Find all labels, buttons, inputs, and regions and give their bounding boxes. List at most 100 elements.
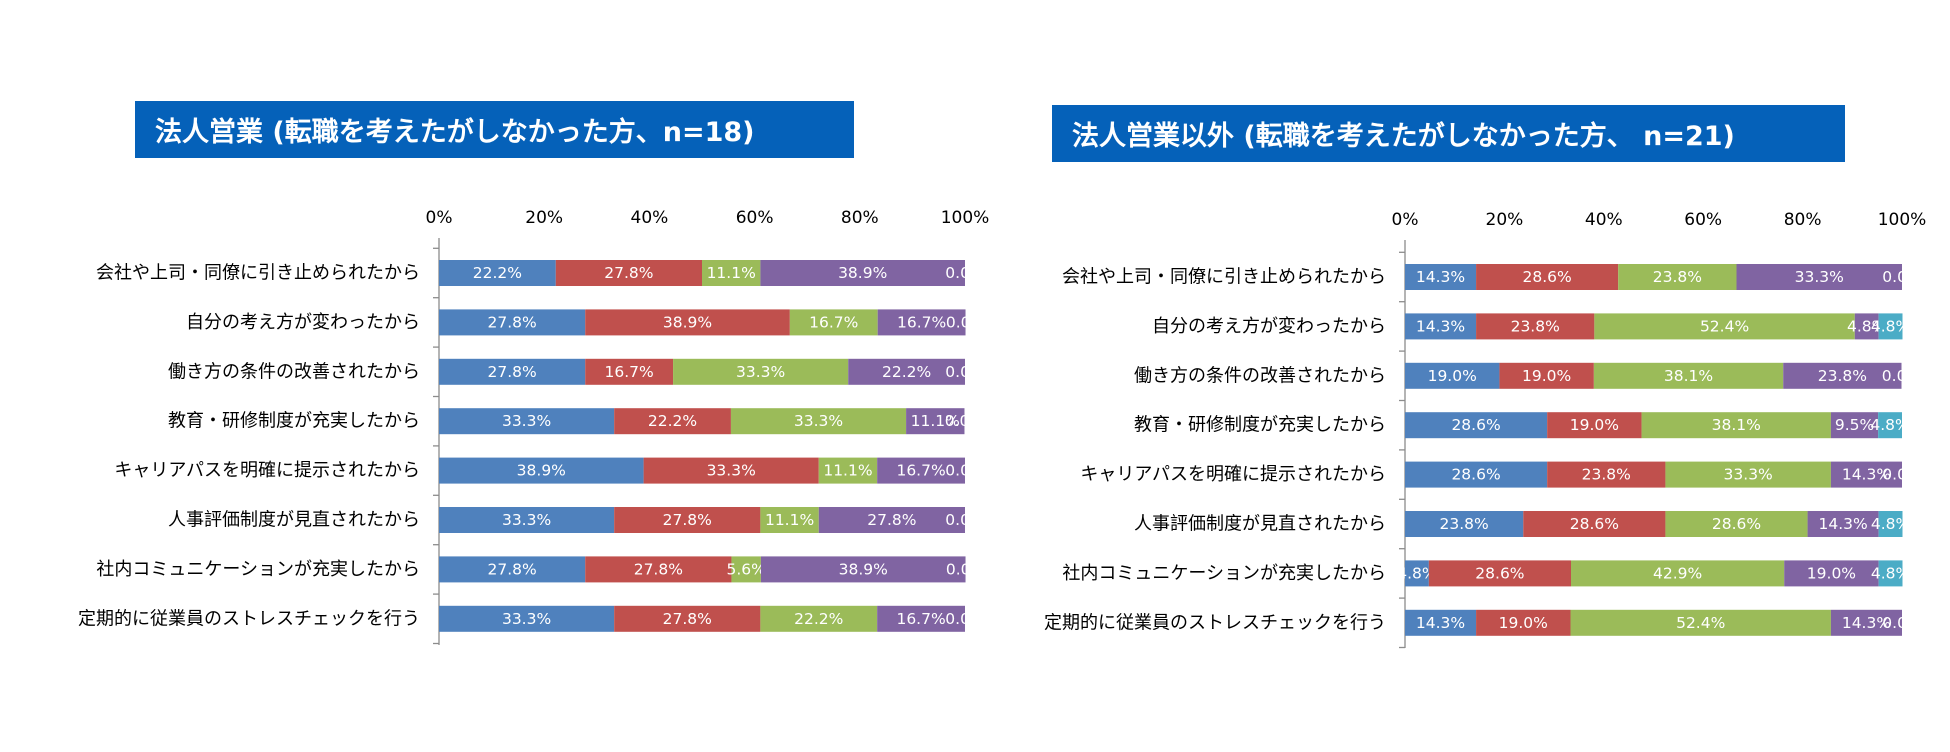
data-label: 33.3% — [794, 412, 843, 430]
data-label: 27.8% — [663, 610, 712, 628]
x-tick-label: 60% — [736, 208, 774, 228]
bar-segment — [1878, 511, 1903, 537]
data-label: 14.3% — [1416, 268, 1465, 286]
bar-segment — [614, 507, 761, 533]
bar-segment — [439, 408, 615, 435]
chart-1-title-text: 法人営業 (転職を考えたがしなかった方、n=18) — [155, 117, 755, 148]
bar-segment — [1665, 511, 1808, 537]
bar-segment — [439, 605, 615, 632]
data-label: 11.1% — [823, 462, 872, 480]
data-label: 5.6% — [726, 560, 765, 578]
bar-segment — [1878, 560, 1903, 587]
data-label: 28.6% — [1451, 466, 1500, 484]
bar-segment — [614, 605, 761, 632]
bar-segment — [1593, 362, 1784, 389]
bar-segment — [760, 556, 966, 583]
bar-segment — [789, 309, 878, 336]
data-label: 9.5% — [1835, 416, 1874, 434]
data-label: 11.1% — [707, 264, 756, 282]
bar-segment — [1405, 560, 1429, 587]
bar-segment — [439, 358, 586, 385]
data-label: 16.7% — [896, 610, 945, 628]
data-label: 0.0% — [945, 511, 984, 529]
data-label: 38.9% — [838, 264, 887, 282]
data-label: 38.9% — [839, 560, 888, 578]
data-label: 27.8% — [604, 264, 653, 282]
bar-segment — [1570, 609, 1831, 636]
category-label: 社内コミュニケーションが充実したから — [96, 559, 420, 580]
data-label: 0.0% — [945, 363, 984, 381]
category-label: 教育・研修制度が充実したから — [168, 411, 420, 432]
bar-segment — [760, 507, 819, 533]
data-label: 22.2% — [882, 363, 931, 381]
bar-segment — [1830, 412, 1879, 439]
x-tick-label: 40% — [631, 208, 669, 228]
bar-segment — [439, 556, 586, 583]
x-tick-label: 80% — [841, 208, 879, 228]
bar-segment — [1641, 412, 1831, 439]
data-label: 22.2% — [473, 264, 522, 282]
data-label: 11.1% — [911, 412, 960, 430]
bar-segment — [818, 507, 965, 533]
bar-segment — [1878, 412, 1902, 439]
bar-segment — [439, 457, 644, 484]
bar-segment — [1854, 313, 1879, 340]
bar-segment — [702, 260, 761, 286]
chart-2-title: 法人営業以外 (転職を考えたがしなかった方、 n=21) — [1052, 105, 1845, 162]
bar-segment — [906, 408, 965, 435]
bar-segment — [1405, 609, 1477, 636]
bar-segment — [439, 309, 586, 336]
data-label: 28.6% — [1523, 268, 1572, 286]
data-label: 23.8% — [1440, 515, 1489, 533]
bar-segment — [1665, 461, 1831, 488]
data-label: 27.8% — [867, 511, 916, 529]
category-label: キャリアパスを明確に提示されたから — [1080, 464, 1386, 485]
data-label: 4.8% — [1871, 515, 1910, 533]
bar-segment — [1570, 560, 1785, 587]
chart-2: 0% 20% 40% 60% 80% 100% 会社や上司・同僚に引き止められたから 14.3… — [1044, 210, 1926, 649]
category-label: 定期的に従業員のストレスチェックを行う — [1044, 612, 1386, 633]
bar-segment — [1547, 461, 1666, 488]
data-label: 19.0% — [1499, 614, 1548, 632]
x-tick-label: 20% — [1486, 210, 1524, 230]
bar-segment — [1784, 560, 1879, 587]
data-label: 42.9% — [1653, 564, 1702, 582]
bar-segment — [877, 457, 965, 484]
bar-segment — [1476, 313, 1595, 340]
data-label: 0.0% — [945, 610, 984, 628]
bar-segment — [673, 358, 849, 385]
bar-segment — [877, 309, 966, 336]
data-label: 19.0% — [1807, 564, 1856, 582]
x-tick-label: 40% — [1585, 210, 1623, 230]
x-tick-label: 60% — [1684, 210, 1722, 230]
data-label: 27.8% — [487, 363, 536, 381]
data-label: 0.0% — [1882, 367, 1921, 385]
bar-segment — [877, 605, 965, 632]
category-label: 働き方の条件の改善されたから — [168, 361, 420, 382]
category-label: 会社や上司・同僚に引き止められたから — [96, 263, 420, 284]
bar-segment — [1499, 362, 1594, 389]
data-label: 28.6% — [1475, 564, 1524, 582]
bar-segment — [585, 358, 674, 385]
data-label: 38.9% — [517, 462, 566, 480]
data-label: 38.9% — [663, 313, 712, 331]
data-label: 0.0% — [946, 313, 985, 331]
category-label: 自分の考え方が変わったから — [1152, 316, 1386, 337]
x-tick-label: 80% — [1784, 210, 1822, 230]
bar-segment — [730, 408, 907, 435]
data-label: 33.3% — [502, 412, 551, 430]
bar-segment — [848, 358, 965, 385]
chart-1: 0% 20% 40% 60% 80% 100% 会社や上司・同僚に引き止められたから 22.2… — [78, 208, 989, 645]
data-label: 33.3% — [1724, 466, 1773, 484]
data-label: 4.8% — [1847, 317, 1886, 335]
data-label: 28.6% — [1451, 416, 1500, 434]
category-label: 自分の考え方が変わったから — [186, 312, 420, 333]
data-label: 23.8% — [1511, 317, 1560, 335]
data-label: 23.8% — [1653, 268, 1702, 286]
data-label: 0.0% — [1882, 614, 1921, 632]
category-label: 会社や上司・同僚に引き止められたから — [1062, 267, 1386, 288]
data-label: 14.3% — [1842, 466, 1891, 484]
data-label: 38.1% — [1664, 367, 1713, 385]
data-label: 14.3% — [1818, 515, 1867, 533]
data-label: 0.0% — [1882, 466, 1921, 484]
